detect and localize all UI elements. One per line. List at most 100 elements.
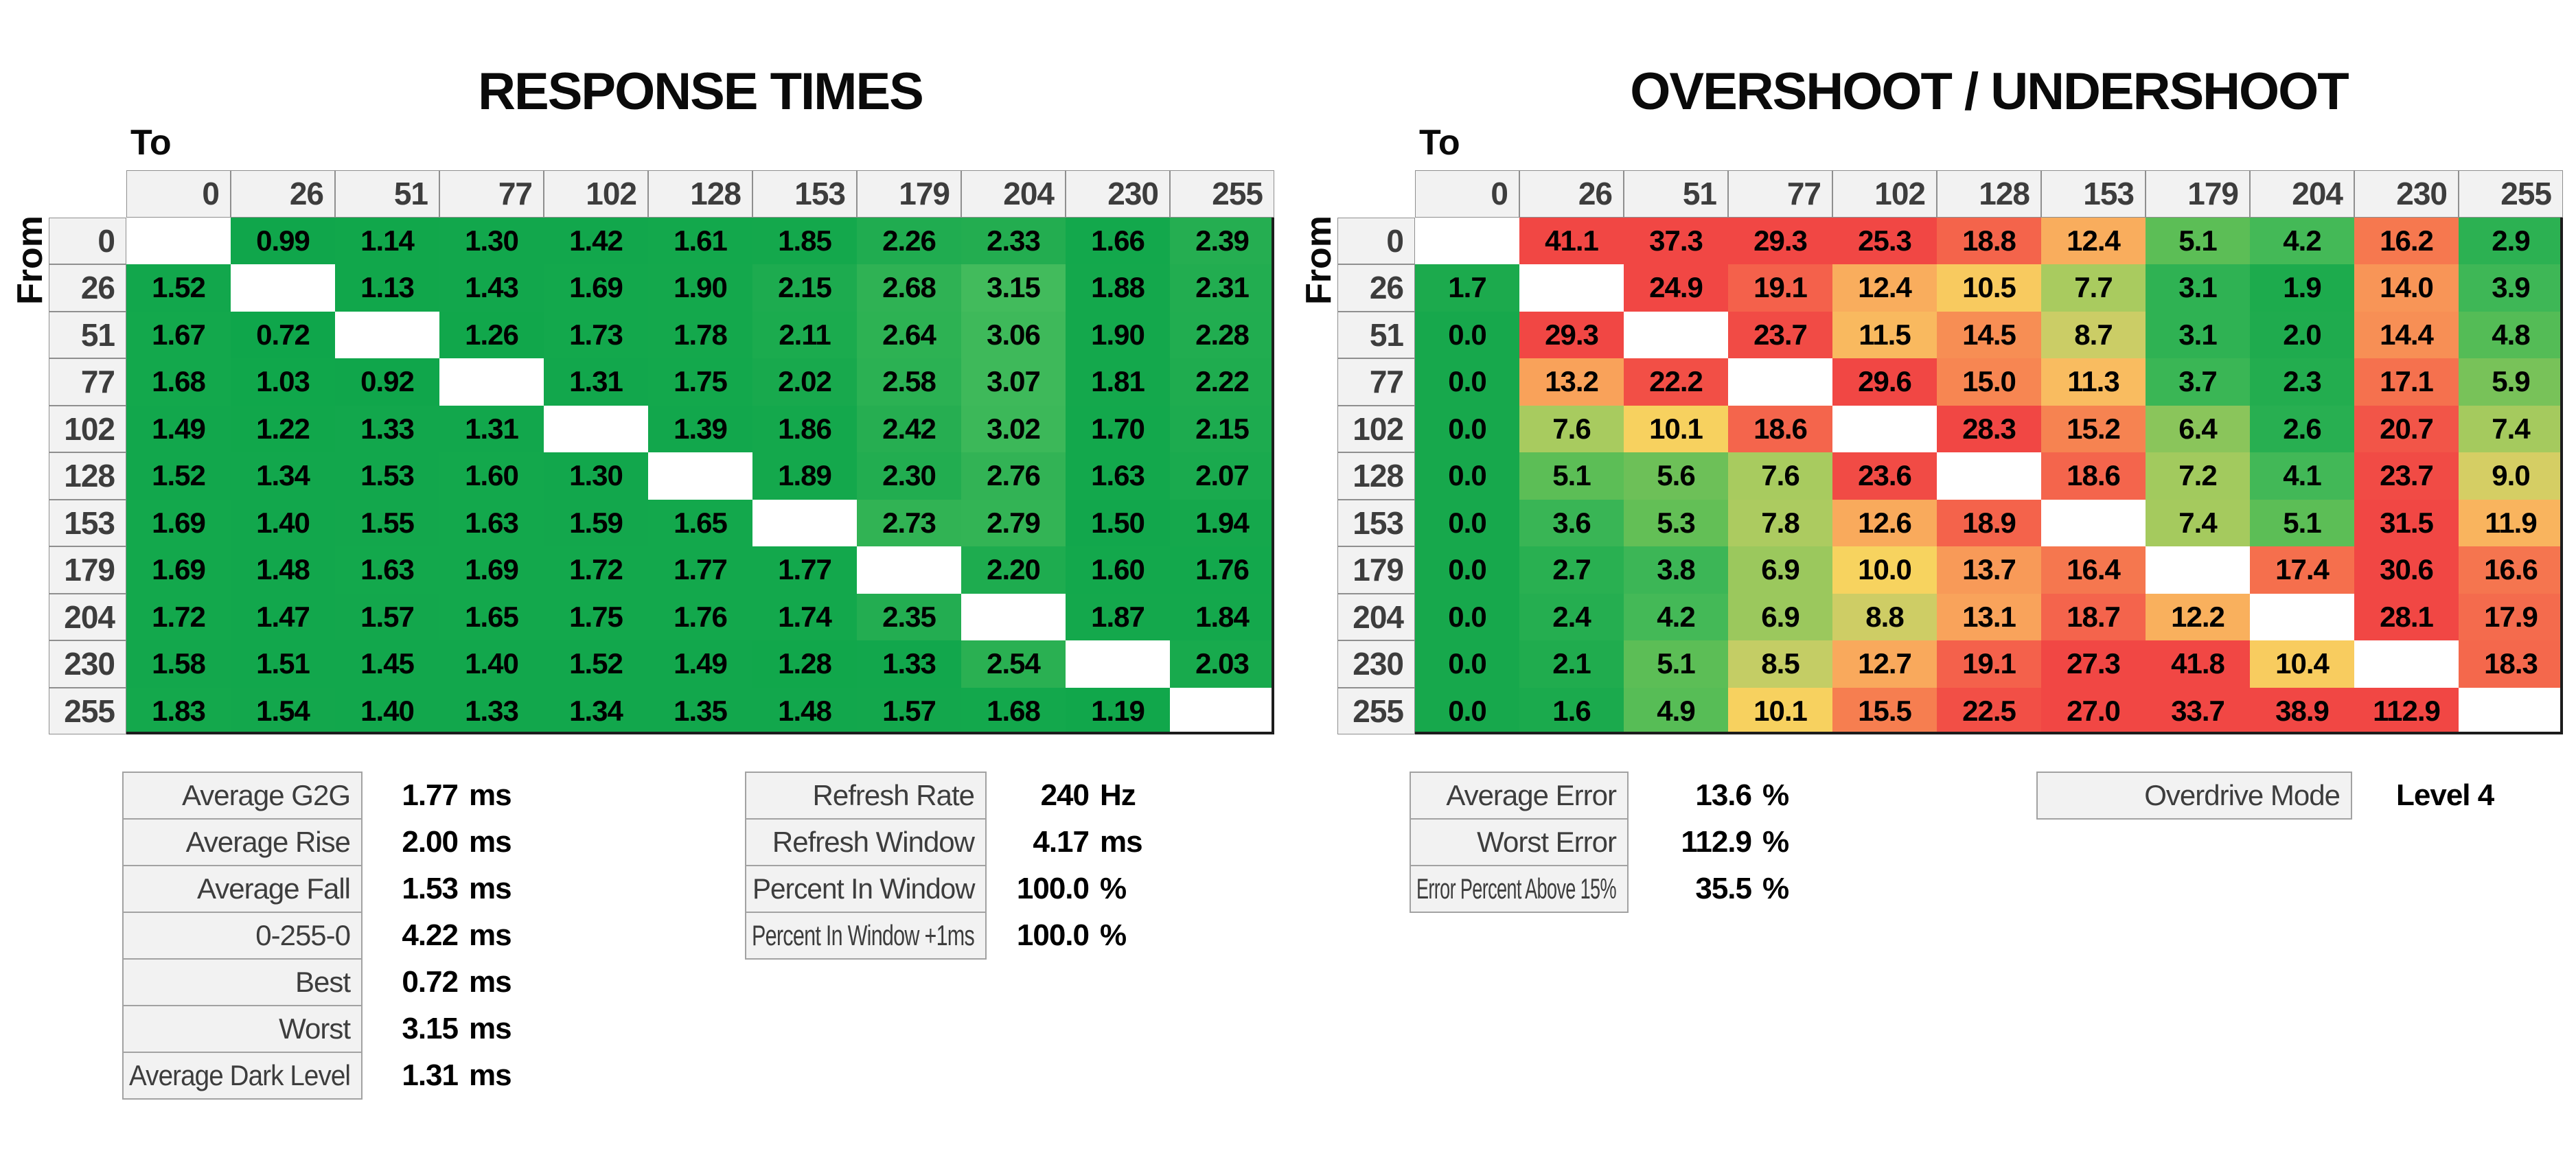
heatmap-cell: 1.94: [1170, 499, 1274, 546]
stat-row: Average G2G 1.77 ms: [122, 772, 512, 820]
heatmap-cell: 33.7: [2146, 687, 2250, 734]
heatmap-cell: 1.49: [648, 640, 752, 688]
heatmap-cell: 1.51: [231, 640, 335, 688]
heatmap-cell: 12.2: [2146, 593, 2250, 640]
heatmap-cell: 112.9: [2354, 687, 2459, 734]
heatmap-cell: 1.69: [126, 546, 231, 594]
heatmap-cell: 3.07: [961, 358, 1066, 406]
heatmap-cell: 5.9: [2459, 358, 2563, 406]
heatmap-cell: 8.7: [2041, 311, 2146, 358]
heatmap-cell: 1.57: [857, 687, 961, 734]
heatmap-cell: 14.4: [2354, 311, 2459, 358]
to-header-cell: 26: [231, 170, 335, 218]
heatmap-cell: 5.1: [1519, 452, 1624, 500]
to-header-cell: 179: [857, 170, 961, 218]
stat-label: Average Fall: [122, 865, 363, 913]
heatmap-cell: 0.0: [1415, 687, 1519, 734]
heatmap-cell: 3.8: [1624, 546, 1728, 594]
heatmap-cell: 4.8: [2459, 311, 2563, 358]
heatmap-cell: 1.85: [752, 217, 857, 264]
stat-value: 2.00 ms: [402, 825, 511, 859]
heatmap-cell-diagonal: [752, 499, 857, 546]
to-header-cell: 77: [439, 170, 544, 218]
from-header-cell: 0: [49, 217, 126, 264]
heatmap-cell: 1.78: [648, 311, 752, 358]
heatmap-cell: 1.53: [335, 452, 439, 500]
heatmap-cell: 19.1: [1937, 640, 2041, 688]
heatmap-cell-diagonal: [1066, 640, 1170, 688]
heatmap-cell: 24.9: [1624, 264, 1728, 312]
heatmap-cell: 1.9: [2250, 264, 2354, 312]
heatmap-cell: 1.52: [126, 264, 231, 312]
heatmap-cell: 28.3: [1937, 405, 2041, 452]
heatmap-cell: 2.7: [1519, 546, 1624, 594]
heatmap-cell: 1.33: [439, 687, 544, 734]
error-summary-table: Average Error 13.6% Worst Error 112.9% Error…: [1410, 772, 1789, 913]
heatmap-cell: 41.8: [2146, 640, 2250, 688]
heatmap-cell-diagonal: [231, 264, 335, 312]
heatmap-cell: 1.35: [648, 687, 752, 734]
heatmap-cell: 1.13: [335, 264, 439, 312]
stat-label: Average Dark Level: [122, 1052, 363, 1100]
from-header-cell: 128: [1337, 452, 1415, 500]
stat-row: Refresh Rate 240 Hz: [745, 772, 1142, 820]
heatmap-cell: 12.6: [1832, 499, 1937, 546]
heatmap-cell: 1.75: [544, 593, 648, 640]
heatmap-cell: 1.72: [544, 546, 648, 594]
heatmap-cell: 41.1: [1519, 217, 1624, 264]
heatmap-cell: 1.76: [1170, 546, 1274, 594]
heatmap-cell: 2.31: [1170, 264, 1274, 312]
heatmap-cell: 1.68: [961, 687, 1066, 734]
heatmap-cell: 15.2: [2041, 405, 2146, 452]
stat-row: Best 0.72 ms: [122, 958, 512, 1006]
heatmap-cell: 1.68: [126, 358, 231, 406]
heatmap-cell: 2.20: [961, 546, 1066, 594]
heatmap-cell: 2.4: [1519, 593, 1624, 640]
heatmap-cell: 2.07: [1170, 452, 1274, 500]
refresh-summary-table: Refresh Rate 240 Hz Refresh Window 4.17 ms Per…: [745, 772, 1143, 960]
heatmap-cell: 2.76: [961, 452, 1066, 500]
heatmap-cell: 2.9: [2459, 217, 2563, 264]
to-header-cell: 255: [1170, 170, 1274, 218]
response-summary-table: Average G2G 1.77 ms Average Rise 2.00 ms Avera…: [122, 772, 512, 1100]
heatmap-cell-diagonal: [1937, 452, 2041, 500]
heatmap-cell: 1.39: [648, 405, 752, 452]
heatmap-cell: 28.1: [2354, 593, 2459, 640]
heatmap-cell: 3.7: [2146, 358, 2250, 406]
stat-row: Worst Error 112.9%: [1410, 818, 1789, 866]
from-header-cell: 77: [49, 358, 126, 406]
from-header-cell: 51: [1337, 311, 1415, 358]
heatmap-cell: 2.68: [857, 264, 961, 312]
from-header-cell: 51: [49, 311, 126, 358]
heatmap-cell: 2.02: [752, 358, 857, 406]
heatmap-cell: 3.02: [961, 405, 1066, 452]
heatmap-cell: 1.34: [544, 687, 648, 734]
from-header-cell: 26: [49, 264, 126, 312]
heatmap-cell: 17.4: [2250, 546, 2354, 594]
heatmap-cell: 2.22: [1170, 358, 1274, 406]
stat-row: Error Percent Above 15% 35.5%: [1410, 865, 1789, 913]
heatmap-cell: 3.6: [1519, 499, 1624, 546]
heatmap-cell: 1.40: [335, 687, 439, 734]
to-header-cell: 51: [1624, 170, 1728, 218]
heatmap-cell: 1.76: [648, 593, 752, 640]
heatmap-cell: 4.9: [1624, 687, 1728, 734]
heatmap-cell-diagonal: [335, 311, 439, 358]
heatmap-cell: 29.6: [1832, 358, 1937, 406]
heatmap-cell: 1.48: [231, 546, 335, 594]
heatmap-cell: 12.4: [2041, 217, 2146, 264]
heatmap-cell: 11.3: [2041, 358, 2146, 406]
heatmap-cell: 1.86: [752, 405, 857, 452]
heatmap-cell-diagonal: [1832, 405, 1937, 452]
stat-label: Refresh Rate: [745, 772, 987, 820]
stat-value: 1.53 ms: [402, 872, 511, 905]
heatmap-cell: 16.6: [2459, 546, 2563, 594]
heatmap-cell: 2.28: [1170, 311, 1274, 358]
heatmap-cell: 10.4: [2250, 640, 2354, 688]
heatmap-cell: 1.65: [439, 593, 544, 640]
overshoot-to-axis-label: To: [1419, 123, 1460, 163]
heatmap-cell: 6.4: [2146, 405, 2250, 452]
heatmap-cell: 1.58: [126, 640, 231, 688]
heatmap-cell: 10.5: [1937, 264, 2041, 312]
heatmap-cell: 1.83: [126, 687, 231, 734]
